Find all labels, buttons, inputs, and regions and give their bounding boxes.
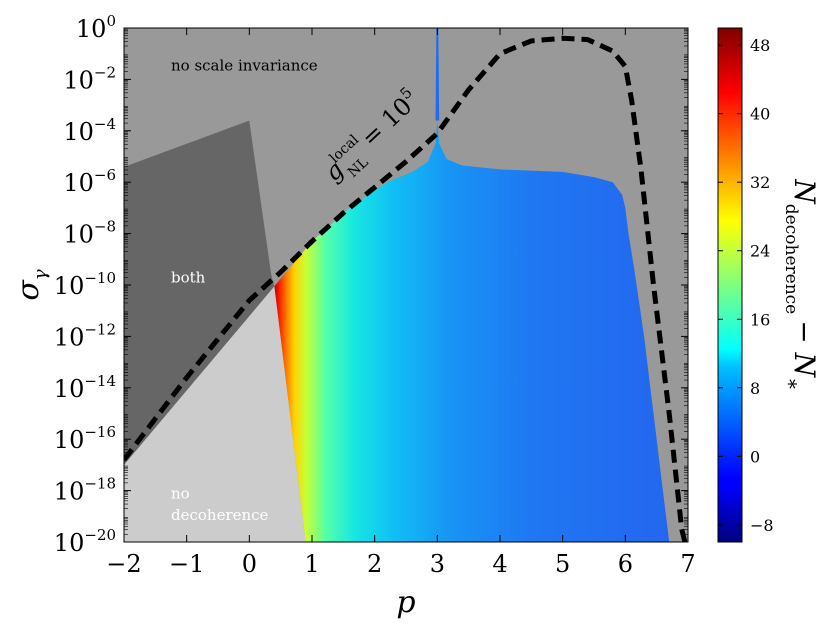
colorbar-tick-label: 8 [750, 379, 760, 398]
y-tick-label: 10−18 [54, 475, 116, 506]
colorbar-label-minus: − N [788, 320, 821, 378]
colorbar-label-subscript: decoherence [781, 204, 801, 314]
colorbar-tick-label: 0 [750, 447, 760, 466]
region-label-no-decoherence-line1: no [171, 484, 190, 502]
colorbar-ticks: −8 0 8 16 24 32 40 48 [718, 36, 774, 535]
region-label-both: both [171, 268, 206, 286]
region-label-no-scale-invariance: no scale invariance [171, 56, 318, 74]
x-tick-label: 3 [430, 550, 445, 578]
colorbar-tick-label: −8 [750, 516, 774, 535]
axis-ticks: −2 −1 0 1 2 3 4 5 6 7 100 10−2 10−4 10−6 10−8 10−10 10−1… [54, 12, 696, 578]
y-tick-label: 10−20 [54, 526, 116, 557]
y-axis-subscript: γ [30, 269, 51, 280]
colorbar-tick-label: 40 [750, 105, 770, 124]
x-tick-label: 5 [555, 550, 570, 578]
y-tick-label: 10−16 [54, 423, 116, 454]
x-tick-label: 0 [242, 550, 257, 578]
colorbar-tick-label: 32 [750, 173, 770, 192]
y-tick-label: 10−14 [54, 372, 116, 403]
region-label-no-decoherence-line2: decoherence [171, 506, 269, 524]
colorbar [717, 27, 743, 543]
plot-area [124, 28, 688, 542]
x-tick-label: −2 [106, 550, 141, 578]
x-tick-label: −1 [169, 550, 204, 578]
colorbar-tick-label: 24 [750, 242, 770, 261]
y-tick-label: 10−12 [54, 320, 116, 351]
y-axis-label: σγ [11, 269, 51, 300]
y-tick-label: 10−10 [54, 269, 116, 300]
decoherence-field [274, 120, 670, 542]
x-tick-label: 2 [367, 550, 382, 578]
y-tick-label: 10−6 [63, 166, 116, 197]
decoherence-spike [435, 28, 440, 121]
x-tick-label: 7 [680, 550, 695, 578]
colorbar-label-star: ∗ [781, 377, 805, 391]
colorbar-tick-label: 16 [750, 310, 770, 329]
colorbar-tick-label: 48 [750, 36, 770, 55]
y-tick-label: 10−8 [63, 218, 116, 249]
colorbar-label: Ndecoherence − N∗ [781, 178, 821, 390]
x-tick-label: 1 [304, 550, 319, 578]
gnl-contour-line [124, 35, 688, 542]
x-tick-label: 4 [492, 550, 507, 578]
y-tick-label: 10−4 [63, 115, 116, 146]
region-both [124, 120, 275, 465]
y-tick-label: 100 [76, 12, 116, 43]
y-tick-label: 10−2 [63, 63, 116, 94]
y-axis-symbol: σ [11, 279, 46, 301]
colorbar-label-symbol: N [788, 178, 821, 205]
x-axis-label: p [396, 585, 415, 620]
x-tick-label: 6 [618, 550, 633, 578]
